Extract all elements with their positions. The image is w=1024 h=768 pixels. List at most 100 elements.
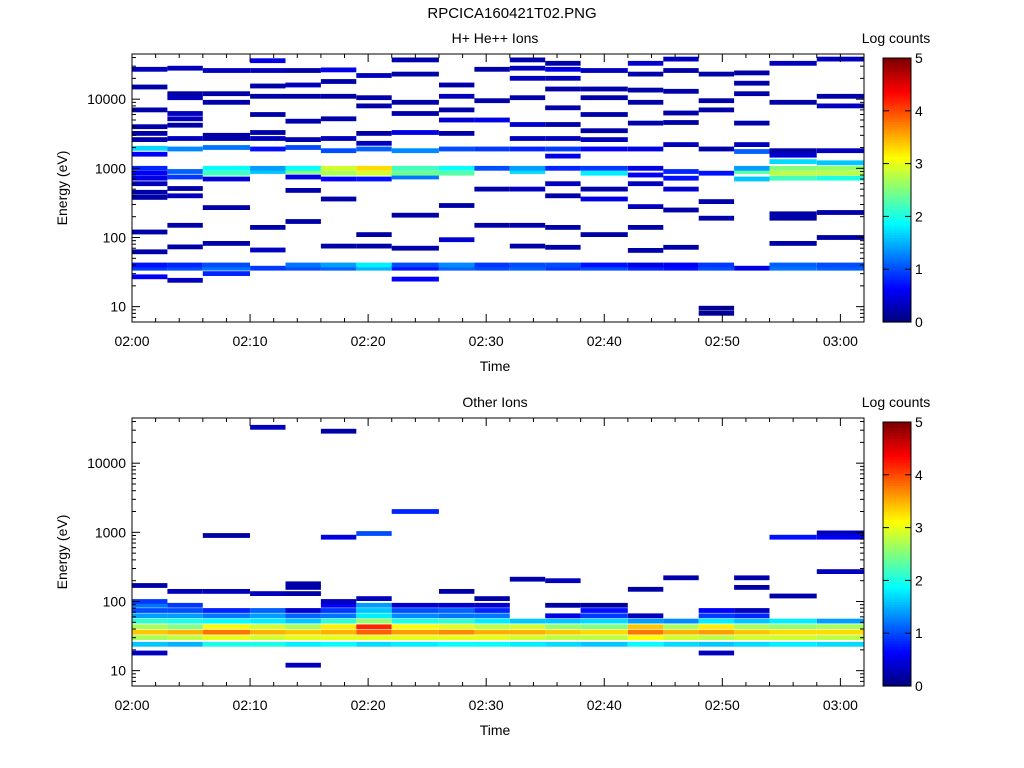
heatmap-cell bbox=[734, 613, 770, 619]
heatmap-cell bbox=[250, 635, 286, 640]
heatmap-cell bbox=[580, 68, 628, 73]
heatmap-cell bbox=[132, 624, 168, 630]
colorbar-swatch bbox=[883, 242, 911, 247]
heatmap-cell bbox=[285, 188, 321, 193]
colorbar-swatch bbox=[883, 495, 911, 500]
heatmap-cell bbox=[167, 111, 203, 116]
heatmap-cell bbox=[132, 641, 168, 647]
colorbar-swatch bbox=[883, 182, 911, 186]
heatmap-cell bbox=[734, 575, 770, 581]
colorbar-swatch bbox=[883, 464, 911, 468]
heatmap-cell bbox=[698, 624, 735, 630]
heatmap-cell bbox=[202, 271, 250, 276]
colorbar-swatch bbox=[883, 540, 911, 545]
heatmap-cell bbox=[509, 243, 546, 249]
heatmap-cell bbox=[509, 165, 546, 171]
heatmap-cell bbox=[627, 618, 664, 624]
colorbar-swatch bbox=[883, 569, 911, 574]
heatmap-cell bbox=[627, 204, 664, 209]
colorbar-swatch bbox=[883, 564, 911, 568]
heatmap-cell bbox=[816, 148, 864, 154]
colorbar-swatch bbox=[883, 662, 911, 666]
colorbar-swatch bbox=[883, 527, 911, 531]
heatmap-cell bbox=[439, 237, 475, 243]
heatmap-cell bbox=[769, 60, 817, 66]
heatmap-cell bbox=[545, 75, 581, 81]
colorbar-swatch bbox=[883, 683, 911, 687]
heatmap-cell bbox=[769, 165, 817, 171]
x-tick-label: 02:40 bbox=[587, 333, 622, 349]
heatmap-cell bbox=[545, 602, 581, 608]
heatmap-cell bbox=[627, 641, 664, 647]
colorbar-swatch bbox=[883, 308, 911, 313]
heatmap-cell bbox=[285, 137, 321, 142]
colorbar-swatch bbox=[883, 121, 911, 125]
heatmap-cell bbox=[580, 635, 628, 640]
heatmap-cell bbox=[391, 71, 439, 77]
heatmap-cell bbox=[167, 265, 203, 271]
colorbar-swatch bbox=[883, 604, 911, 608]
heatmap-cell bbox=[132, 175, 168, 181]
colorbar-swatch bbox=[883, 179, 911, 183]
heatmap-cell bbox=[663, 186, 699, 192]
heatmap-cell bbox=[474, 641, 510, 647]
heatmap-cell bbox=[734, 629, 770, 635]
colorbar-swatch bbox=[883, 559, 911, 563]
colorbar-swatch bbox=[883, 577, 911, 581]
colorbar-swatch bbox=[883, 675, 911, 679]
colorbar-swatch bbox=[883, 546, 911, 550]
colorbar-swatch bbox=[883, 100, 911, 104]
heatmap-cell bbox=[509, 265, 546, 271]
heatmap-cell bbox=[580, 262, 628, 268]
colorbar-swatch bbox=[883, 131, 911, 136]
colorbar-swatch bbox=[883, 633, 911, 637]
heatmap-cell bbox=[320, 599, 357, 604]
heatmap-cell bbox=[320, 67, 357, 73]
heatmap-cell bbox=[474, 602, 510, 608]
heatmap-cell bbox=[545, 265, 581, 271]
heatmap-cell bbox=[816, 160, 864, 166]
colorbar-swatch bbox=[883, 245, 911, 249]
heatmap-cell bbox=[285, 591, 321, 596]
heatmap-cell bbox=[132, 181, 168, 187]
heatmap-cell bbox=[320, 148, 357, 154]
colorbar-swatch bbox=[883, 166, 911, 170]
heatmap-cell bbox=[439, 131, 475, 136]
colorbar-swatch bbox=[883, 609, 911, 613]
colorbar-swatch bbox=[883, 292, 911, 297]
heatmap-cell bbox=[202, 624, 250, 630]
heatmap-cell bbox=[132, 66, 168, 72]
heatmap-cell bbox=[545, 635, 581, 640]
colorbar-swatch bbox=[883, 606, 911, 611]
heatmap-cell bbox=[391, 509, 439, 514]
y-axis-label: Energy (eV) bbox=[54, 151, 70, 226]
heatmap-cell bbox=[356, 596, 392, 601]
colorbar-swatch bbox=[883, 274, 911, 278]
heatmap-cell bbox=[816, 618, 864, 624]
heatmap-cell bbox=[509, 618, 546, 624]
heatmap-cell bbox=[627, 586, 664, 592]
colorbar-swatch bbox=[883, 538, 911, 542]
heatmap-cell bbox=[474, 146, 510, 152]
heatmap-cell bbox=[167, 624, 203, 630]
heatmap-cell bbox=[250, 641, 286, 647]
heatmap-cell bbox=[391, 262, 439, 268]
heatmap-cell bbox=[627, 624, 664, 630]
heatmap-cell bbox=[698, 262, 735, 268]
y-tick-label: 10000 bbox=[87, 91, 126, 107]
heatmap-cell bbox=[202, 241, 250, 246]
heatmap-cell bbox=[474, 265, 510, 271]
heatmap-cell bbox=[167, 635, 203, 640]
colorbar-swatch bbox=[883, 87, 911, 91]
colorbar-swatch bbox=[883, 261, 911, 265]
colorbar-swatch bbox=[883, 585, 911, 589]
colorbar-swatch bbox=[883, 124, 911, 128]
heatmap-cell bbox=[202, 91, 250, 97]
heatmap-cell bbox=[439, 107, 475, 113]
heatmap-cell bbox=[167, 629, 203, 635]
heatmap-cell bbox=[132, 145, 168, 151]
colorbar-swatch bbox=[883, 208, 911, 212]
heatmap-cell bbox=[580, 170, 628, 176]
heatmap-cell bbox=[545, 136, 581, 141]
heatmap-cell bbox=[320, 629, 357, 635]
